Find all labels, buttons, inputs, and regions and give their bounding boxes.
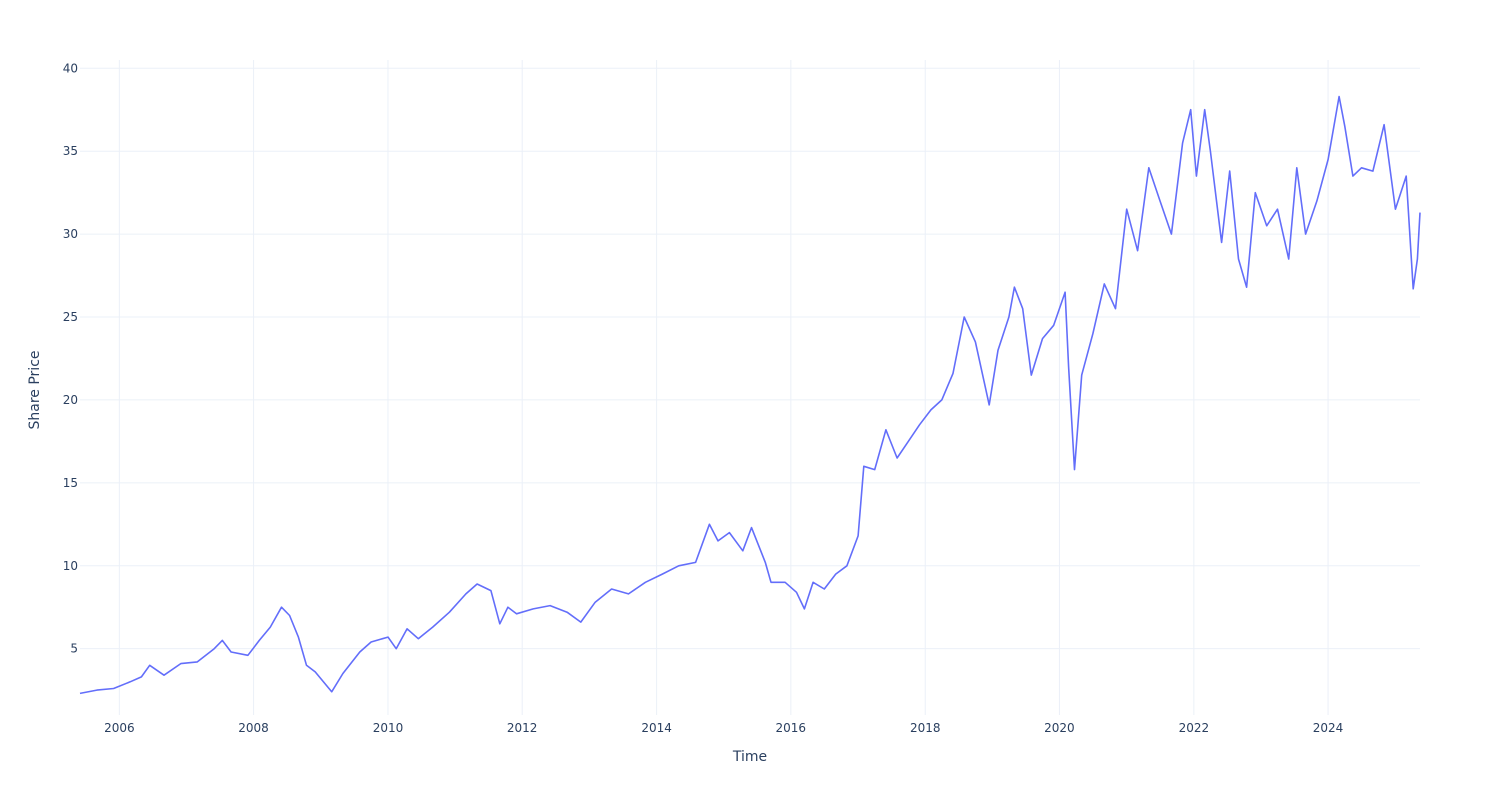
line-layer — [79, 95, 1421, 695]
share-price-line — [79, 95, 1421, 695]
y-tick-label: 15 — [63, 476, 78, 490]
x-axis-title: Time — [732, 749, 767, 765]
x-tick-label: 2012 — [507, 721, 538, 735]
x-tick-label: 2024 — [1313, 721, 1344, 735]
y-axis-ticks: 5 10 15 20 25 30 35 40 — [63, 61, 78, 655]
x-tick-label: 2014 — [641, 721, 672, 735]
y-tick-label: 5 — [70, 642, 78, 656]
x-axis-ticks: 2006 2008 2010 2012 2014 2016 2018 2020 2022 2024 — [104, 721, 1343, 735]
y-axis-title: Share Price — [27, 350, 43, 429]
y-tick-label: 20 — [63, 393, 78, 407]
y-tick-label: 10 — [63, 559, 78, 573]
x-tick-label: 2022 — [1179, 721, 1210, 735]
y-tick-label: 35 — [63, 144, 78, 158]
x-tick-label: 2018 — [910, 721, 941, 735]
x-tick-label: 2016 — [776, 721, 807, 735]
x-tick-label: 2006 — [104, 721, 135, 735]
x-tick-label: 2020 — [1044, 721, 1075, 735]
y-tick-label: 25 — [63, 310, 78, 324]
x-tick-label: 2008 — [238, 721, 269, 735]
grid-layer — [80, 60, 1420, 715]
x-tick-label: 2010 — [373, 721, 404, 735]
y-tick-label: 40 — [63, 61, 78, 75]
y-tick-label: 30 — [63, 227, 78, 241]
